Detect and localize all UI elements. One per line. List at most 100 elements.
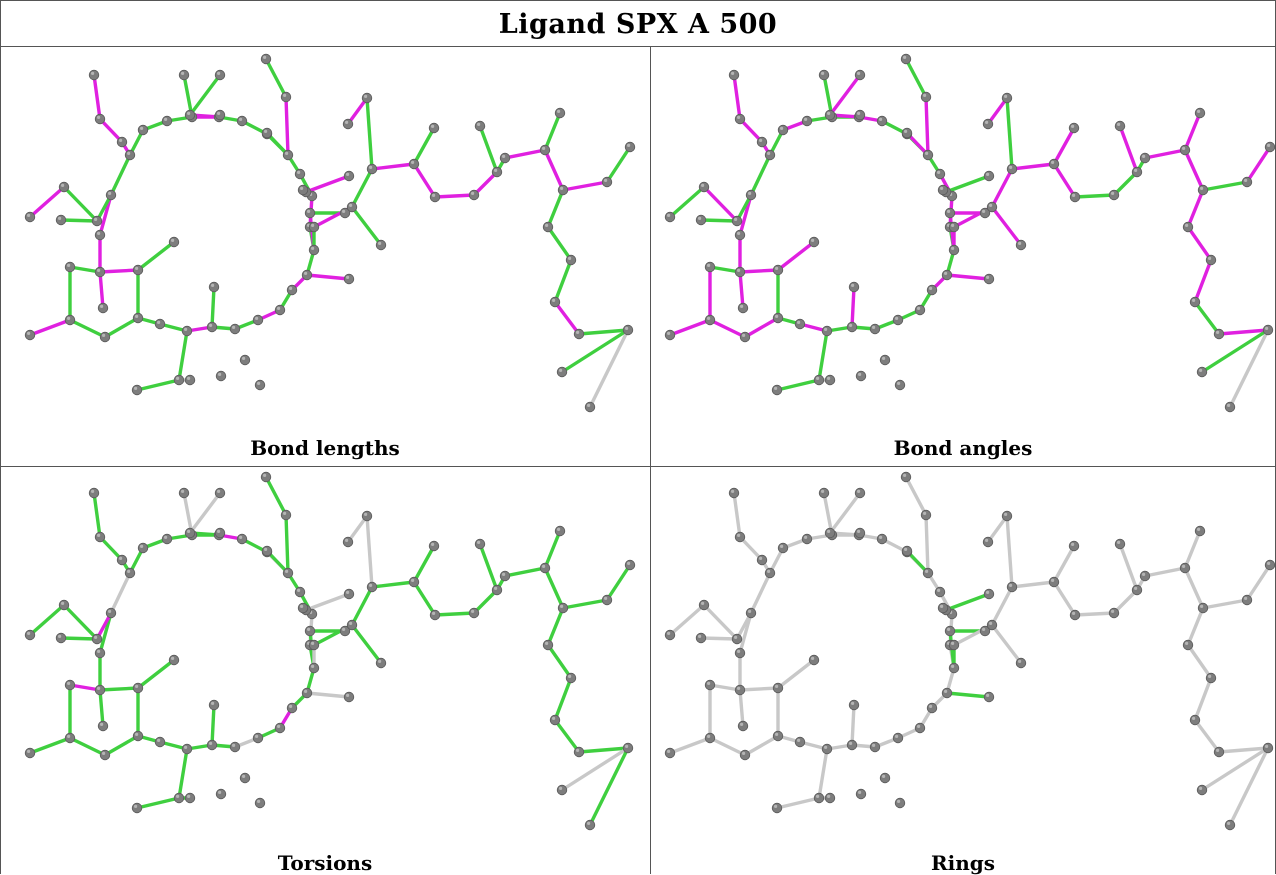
atom bbox=[664, 629, 676, 641]
atom bbox=[734, 684, 746, 696]
atom bbox=[297, 184, 309, 196]
atom-highlight bbox=[304, 689, 308, 693]
atom bbox=[934, 168, 946, 180]
molecule-torsions bbox=[24, 471, 636, 831]
atom bbox=[64, 732, 76, 744]
atom bbox=[1048, 576, 1060, 588]
atom-highlight bbox=[58, 634, 62, 638]
atom-highlight bbox=[217, 529, 221, 533]
atom bbox=[161, 533, 173, 545]
bond bbox=[305, 691, 351, 699]
atom-highlight bbox=[1265, 744, 1269, 748]
atom bbox=[375, 657, 387, 669]
atom bbox=[280, 91, 292, 103]
atom-highlight bbox=[494, 586, 498, 590]
bond bbox=[304, 174, 351, 194]
atom-highlight bbox=[58, 216, 62, 220]
atom bbox=[116, 136, 128, 148]
bond bbox=[990, 623, 1023, 665]
atom-highlight bbox=[411, 578, 415, 582]
atom-highlight bbox=[127, 151, 131, 155]
atom-highlight bbox=[804, 535, 808, 539]
atom bbox=[922, 149, 934, 161]
atom bbox=[734, 113, 746, 125]
atom bbox=[983, 691, 995, 703]
atom-highlight bbox=[176, 794, 180, 798]
atom bbox=[745, 189, 757, 201]
atom bbox=[301, 687, 313, 699]
panel-bond-lengths bbox=[10, 50, 646, 430]
atom bbox=[428, 122, 440, 134]
atom bbox=[624, 141, 636, 153]
atom bbox=[948, 639, 960, 651]
atom-highlight bbox=[742, 333, 746, 337]
atom-highlight bbox=[187, 376, 191, 380]
atom bbox=[756, 554, 768, 566]
atom-highlight bbox=[277, 306, 281, 310]
bond bbox=[560, 328, 630, 374]
atom-highlight bbox=[346, 172, 350, 176]
atom bbox=[131, 802, 143, 814]
atom bbox=[801, 533, 813, 545]
atom bbox=[137, 542, 149, 554]
atom-highlight bbox=[135, 684, 139, 688]
atom-highlight bbox=[737, 115, 741, 119]
atom bbox=[824, 374, 836, 386]
row-divider bbox=[0, 466, 1276, 467]
bond bbox=[1112, 588, 1139, 615]
atom-highlight bbox=[827, 111, 831, 115]
atom-highlight bbox=[217, 489, 221, 493]
bond bbox=[365, 96, 374, 171]
atom-highlight bbox=[821, 489, 825, 493]
atom bbox=[824, 527, 836, 539]
bond bbox=[28, 185, 66, 219]
atom-highlight bbox=[707, 681, 711, 685]
atom-highlight bbox=[27, 213, 31, 217]
bond bbox=[478, 124, 499, 174]
atom bbox=[801, 115, 813, 127]
atom-highlight bbox=[929, 704, 933, 708]
atom-highlight bbox=[587, 403, 591, 407]
atom-highlight bbox=[627, 561, 631, 565]
atom bbox=[1197, 184, 1209, 196]
atom bbox=[539, 144, 551, 156]
bond bbox=[1010, 580, 1056, 589]
atom-highlight bbox=[1009, 583, 1013, 587]
bond bbox=[904, 57, 928, 99]
atom bbox=[294, 168, 306, 180]
atom bbox=[622, 324, 634, 336]
bond bbox=[1186, 606, 1205, 647]
bond bbox=[98, 117, 124, 144]
bond bbox=[546, 188, 565, 229]
atom bbox=[304, 207, 316, 219]
atom bbox=[94, 113, 106, 125]
bond bbox=[743, 734, 780, 757]
bond bbox=[136, 658, 176, 690]
bond bbox=[577, 328, 630, 336]
atom bbox=[704, 732, 716, 744]
bond bbox=[28, 603, 66, 637]
atom bbox=[1139, 152, 1151, 164]
atom bbox=[254, 797, 266, 809]
atom bbox=[1213, 328, 1225, 340]
bond bbox=[986, 96, 1009, 126]
atom bbox=[1241, 176, 1253, 188]
atom bbox=[937, 184, 949, 196]
atom-highlight bbox=[232, 325, 236, 329]
atom-highlight bbox=[176, 376, 180, 380]
atom bbox=[286, 702, 298, 714]
atom bbox=[821, 743, 833, 755]
atom-highlight bbox=[1185, 641, 1189, 645]
atom bbox=[756, 136, 768, 148]
atom bbox=[154, 318, 166, 330]
atom-highlight bbox=[748, 191, 752, 195]
atom-highlight bbox=[821, 71, 825, 75]
atom bbox=[894, 797, 906, 809]
bond bbox=[103, 316, 140, 339]
atom-highlight bbox=[557, 109, 561, 113]
atom-highlight bbox=[552, 298, 556, 302]
bond bbox=[1005, 514, 1014, 589]
atom-highlight bbox=[257, 381, 261, 385]
atom bbox=[343, 588, 355, 600]
atom bbox=[824, 109, 836, 121]
